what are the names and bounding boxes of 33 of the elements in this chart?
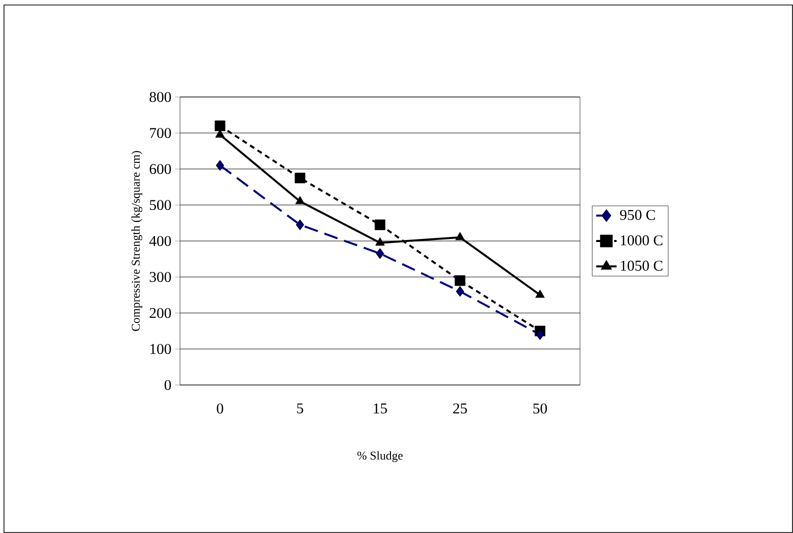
y-tick-label: 500: [150, 200, 171, 210]
point: [296, 220, 304, 230]
y-tick-label: 800: [150, 92, 171, 102]
point: [454, 275, 466, 286]
point: [295, 196, 305, 204]
point: [456, 286, 464, 297]
point: [455, 232, 465, 240]
legend-label: 950 C: [620, 210, 655, 220]
point: [294, 172, 306, 184]
y-tick-label: 0: [164, 380, 171, 390]
point: [535, 290, 545, 298]
point: [536, 329, 544, 340]
y-tick-label: 400: [149, 236, 171, 246]
point: [215, 130, 225, 138]
x-tick-label: 25: [453, 403, 467, 414]
x-tick-label: 5: [297, 403, 304, 414]
legend-label: 1050 C: [620, 260, 662, 271]
point: [374, 220, 386, 230]
y-tick-label: 300: [150, 272, 171, 282]
y-tick-label: 600: [150, 164, 171, 174]
y-tick-label: 200: [150, 308, 171, 318]
x-axis-title: % Sludge: [357, 451, 403, 462]
x-tick-label: 0: [216, 403, 224, 414]
x-tick-label: 15: [374, 403, 387, 414]
point: [376, 248, 384, 259]
y-axis-title: Compressive Strength (kg/square cm): [131, 151, 142, 331]
point: [214, 120, 226, 132]
point: [375, 238, 385, 246]
x-tick-label: 50: [533, 403, 547, 414]
y-tick-label: 100: [150, 344, 171, 354]
point: [216, 160, 224, 171]
legend-label: 1000 C: [620, 235, 662, 246]
y-tick-label: 700: [150, 128, 171, 138]
